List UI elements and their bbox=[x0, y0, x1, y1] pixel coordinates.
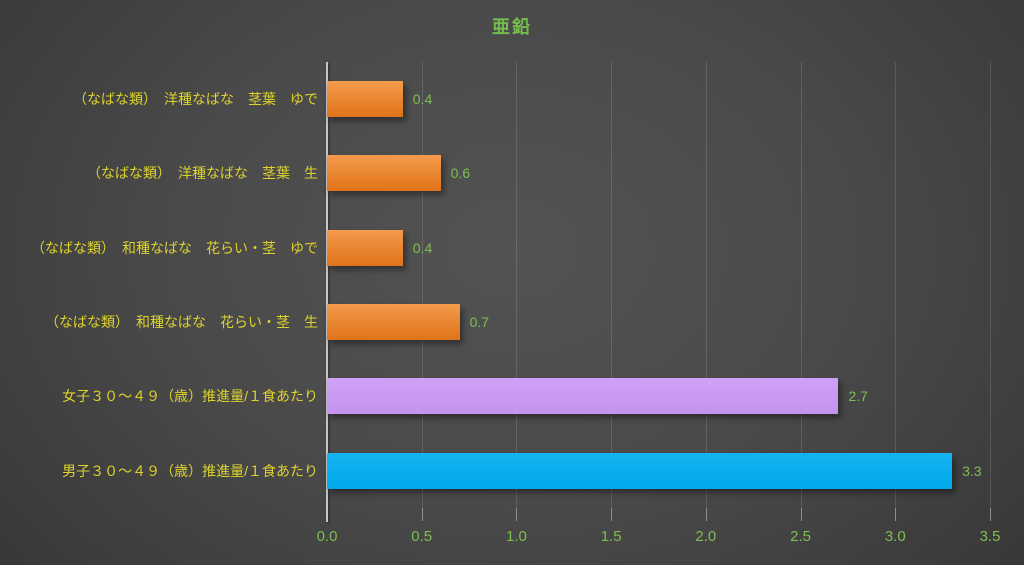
y-axis-line bbox=[326, 62, 328, 522]
x-tick-label: 2.0 bbox=[695, 528, 717, 545]
category-label: 男子３０～４９（歳）推進量/１食あたり bbox=[62, 462, 318, 479]
axis-tick-mark bbox=[990, 508, 991, 521]
axis-tick-mark bbox=[800, 508, 802, 521]
category-label: （なばな類） 和種なばな 花らい・茎 ゆで bbox=[31, 239, 318, 256]
x-tick-label: 0.5 bbox=[411, 528, 433, 545]
gridline bbox=[800, 62, 802, 508]
chart-row: （なばな類） 洋種なばな 茎葉 生 0.6 bbox=[0, 136, 1024, 210]
x-tick-label: 1.5 bbox=[600, 528, 622, 545]
bar bbox=[327, 304, 460, 341]
axis-tick-mark bbox=[705, 508, 707, 521]
x-tick-label: 2.5 bbox=[790, 528, 811, 545]
chart-title: 亜鉛 bbox=[492, 17, 532, 37]
bar bbox=[327, 452, 953, 489]
axis-tick-mark bbox=[421, 508, 423, 521]
value-label: 3.3 bbox=[962, 462, 982, 479]
gridline bbox=[990, 62, 991, 508]
bar bbox=[327, 81, 403, 118]
chart-row: 女子３０～４９（歳）推進量/１食あたり 2.7 bbox=[0, 359, 1024, 433]
category-label: （なばな類） 洋種なばな 茎葉 生 bbox=[87, 165, 318, 182]
value-label: 0.4 bbox=[412, 91, 433, 108]
value-label: 0.7 bbox=[469, 314, 490, 331]
bar-track: 3.3 bbox=[327, 434, 982, 508]
bar-track: 2.7 bbox=[327, 359, 868, 433]
value-label: 2.7 bbox=[848, 388, 868, 405]
bar bbox=[327, 378, 839, 415]
gridline bbox=[516, 62, 518, 508]
value-label: 0.6 bbox=[450, 165, 471, 182]
category-label: （なばな類） 洋種なばな 茎葉 ゆで bbox=[73, 91, 318, 108]
x-tick-label: 3.0 bbox=[884, 528, 906, 545]
bar bbox=[327, 229, 403, 266]
bar-track: 0.6 bbox=[327, 136, 470, 210]
chart-row: （なばな類） 和種なばな 花らい・茎 ゆで 0.4 bbox=[0, 211, 1024, 285]
gridline bbox=[421, 62, 423, 508]
x-tick-label: 0.0 bbox=[316, 528, 338, 545]
axis-tick-mark bbox=[895, 508, 897, 521]
gridline bbox=[705, 62, 707, 508]
x-tick-label: 3.5 bbox=[979, 528, 1001, 545]
gridline bbox=[611, 62, 613, 508]
bar bbox=[327, 155, 441, 192]
gridline bbox=[895, 62, 897, 508]
category-label: （なばな類） 和種なばな 花らい・茎 生 bbox=[45, 314, 318, 331]
x-tick-label: 1.0 bbox=[505, 528, 527, 545]
bar-track: 0.4 bbox=[327, 62, 432, 136]
bar-track: 0.7 bbox=[327, 285, 489, 359]
axis-tick-mark bbox=[516, 508, 518, 521]
chart-row: 男子３０～４９（歳）推進量/１食あたり 3.3 bbox=[0, 434, 1024, 508]
value-label: 0.4 bbox=[412, 239, 433, 256]
chart-row: （なばな類） 和種なばな 花らい・茎 生 0.7 bbox=[0, 285, 1024, 359]
chart-row: （なばな類） 洋種なばな 茎葉 ゆで 0.4 bbox=[0, 62, 1024, 136]
plot-area bbox=[326, 62, 991, 522]
category-label: 女子３０～４９（歳）推進量/１食あたり bbox=[62, 388, 318, 405]
axis-tick-mark bbox=[611, 508, 613, 521]
bar-track: 0.4 bbox=[327, 211, 432, 285]
